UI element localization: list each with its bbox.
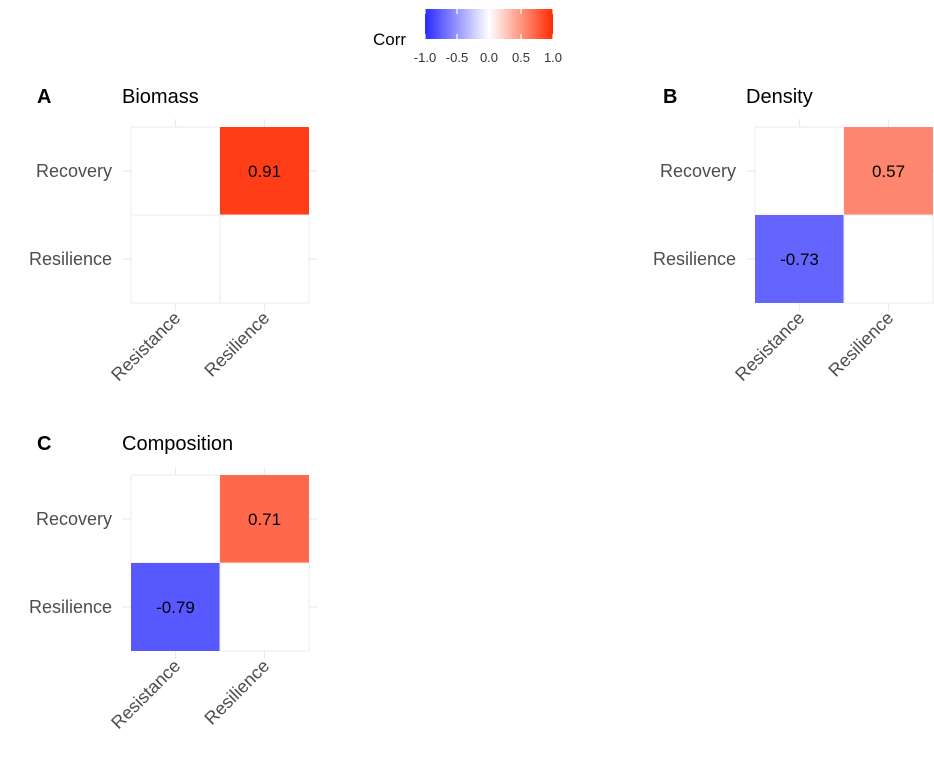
- y-tick-label: Resilience: [29, 249, 112, 269]
- panel-title: Density: [746, 86, 813, 108]
- heatmap-cell: [755, 215, 844, 303]
- heatmap-cell: [131, 563, 220, 651]
- heatmap-cell-empty: [130, 474, 221, 564]
- panel-b: B Density0.57-0.73RecoveryResilienceResis…: [653, 86, 934, 385]
- heatmap-cell-empty: [754, 126, 845, 216]
- cell-value-label: 0.71: [248, 510, 281, 529]
- legend-ticks: -1.0 -0.5 0.0 0.5 1.0: [414, 9, 562, 65]
- cell-value-label: 0.57: [872, 162, 905, 181]
- legend-tick-label: 1.0: [544, 50, 562, 65]
- y-tick-label: Recovery: [36, 161, 112, 181]
- x-tick-label: Resilience: [824, 308, 897, 381]
- legend-tick-label: -0.5: [446, 50, 468, 65]
- y-tick-label: Resilience: [653, 249, 736, 269]
- panel-c: C Composition0.71-0.79RecoveryResilienceR…: [29, 433, 317, 733]
- heatmap-cells: [130, 474, 310, 652]
- heatmap-cells: [130, 126, 310, 304]
- cell-value-label: 0.91: [248, 162, 281, 181]
- panel-title: Composition: [122, 433, 233, 455]
- heatmap-cell-empty: [219, 562, 310, 652]
- x-tick-label: Resistance: [731, 308, 808, 385]
- panel-title: Biomass: [122, 86, 199, 108]
- y-tick-label: Recovery: [660, 161, 736, 181]
- x-tick-label: Resistance: [107, 656, 184, 733]
- legend-title: Corr: [373, 30, 406, 49]
- panel-tag: A: [37, 86, 51, 108]
- x-tick-label: Resilience: [200, 656, 273, 729]
- heatmap-cell: [844, 127, 933, 215]
- panel-tag: C: [37, 433, 51, 455]
- y-tick-label: Resilience: [29, 597, 112, 617]
- heatmap-cell: [220, 127, 309, 215]
- legend-tick-label: -1.0: [414, 50, 436, 65]
- heatmap-cell-empty: [219, 214, 310, 304]
- x-tick-label: Resilience: [200, 308, 273, 381]
- legend-tick-label: 0.5: [512, 50, 530, 65]
- heatmap-cell-empty: [130, 214, 221, 304]
- panels: A Biomass0.91RecoveryResilienceResistance…: [29, 86, 934, 733]
- heatmap-cells: [754, 126, 934, 304]
- legend: Corr -1.0 -0.5 0.0 0.5 1.0: [373, 9, 562, 65]
- panel-tag: B: [663, 86, 677, 108]
- panel-a: A Biomass0.91RecoveryResilienceResistance…: [29, 86, 317, 385]
- heatmap-cell-empty: [843, 214, 934, 304]
- legend-tick-label: 0.0: [480, 50, 498, 65]
- cell-value-label: -0.73: [780, 250, 819, 269]
- x-tick-label: Resistance: [107, 308, 184, 385]
- heatmap-cell-empty: [130, 126, 221, 216]
- heatmap-cell: [220, 475, 309, 563]
- y-tick-label: Recovery: [36, 509, 112, 529]
- cell-value-label: -0.79: [156, 598, 195, 617]
